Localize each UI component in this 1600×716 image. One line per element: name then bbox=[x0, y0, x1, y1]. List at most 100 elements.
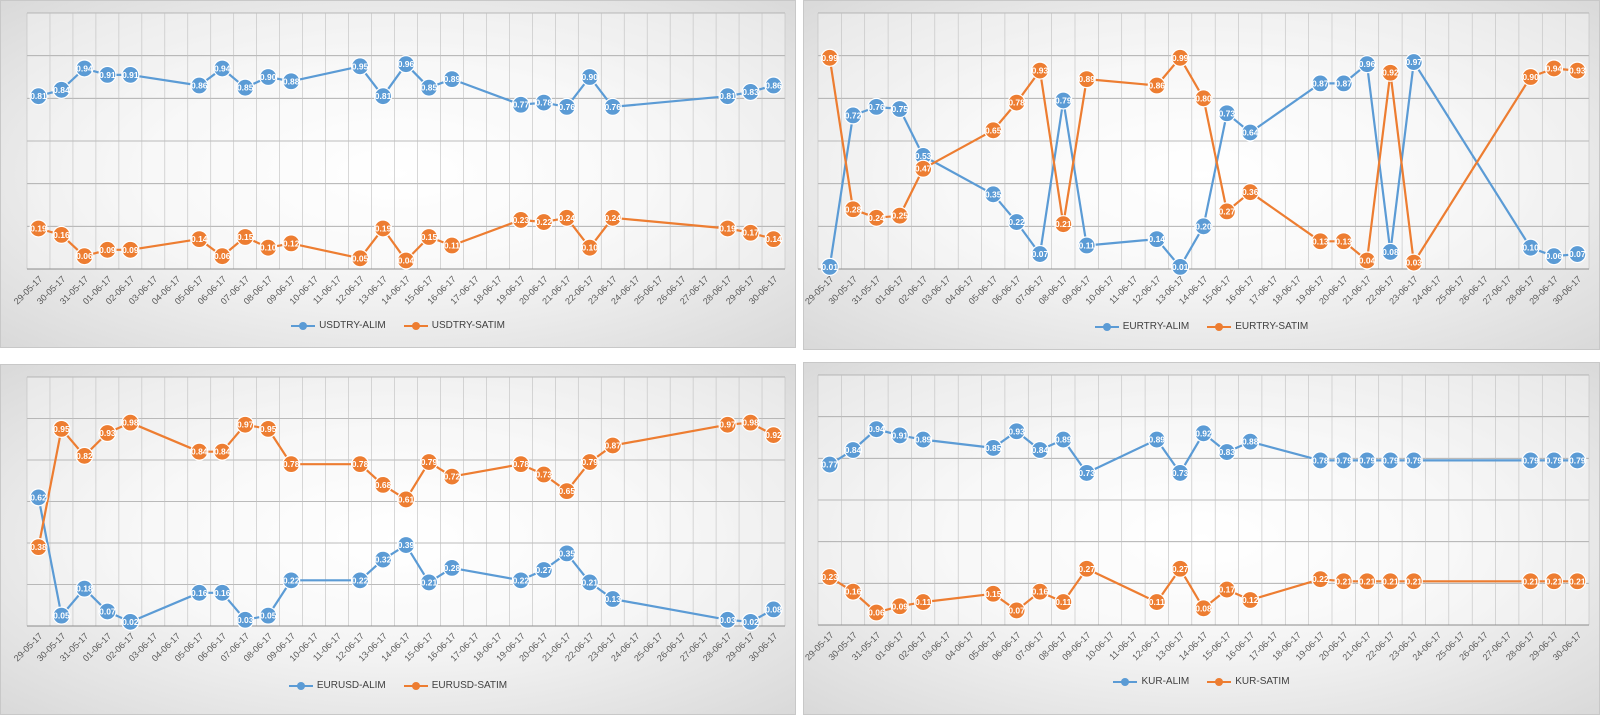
eurtry-plot: 29-05-1730-05-1731-05-1701-06-1702-06-17… bbox=[804, 12, 1590, 306]
data-point bbox=[1147, 230, 1166, 249]
data-label: 0.79 bbox=[1569, 455, 1586, 465]
data-label: 0.96 bbox=[1359, 59, 1376, 69]
data-point bbox=[1194, 599, 1213, 618]
data-label: 0.95 bbox=[53, 424, 70, 434]
data-label: 0.84 bbox=[214, 447, 231, 457]
legend-marker-icon bbox=[1113, 677, 1138, 687]
data-label: 0.20 bbox=[1195, 221, 1212, 231]
data-label: 0.27 bbox=[1172, 564, 1189, 574]
data-label: 0.93 bbox=[1569, 66, 1586, 76]
data-label: 0.94 bbox=[868, 424, 885, 434]
data-label: 0.76 bbox=[604, 102, 621, 112]
data-point bbox=[1404, 451, 1423, 470]
data-label: 0.82 bbox=[76, 451, 93, 461]
data-point bbox=[259, 606, 278, 625]
data-point bbox=[442, 558, 462, 577]
data-point bbox=[1054, 91, 1073, 110]
eurusd-legend: EURUSD-ALIM EURUSD-SATIM bbox=[1, 680, 795, 691]
data-point bbox=[1521, 572, 1540, 591]
data-label: 0.22 bbox=[1312, 574, 1329, 584]
data-label: 0.06 bbox=[1546, 251, 1563, 261]
data-point bbox=[741, 612, 760, 631]
data-point bbox=[52, 606, 71, 625]
data-label: 0.79 bbox=[1335, 455, 1352, 465]
eurusd-plot: 29-05-1730-05-1731-05-1701-06-1702-06-17… bbox=[12, 376, 786, 663]
data-point bbox=[580, 238, 599, 257]
data-label: 0.96 bbox=[398, 59, 415, 69]
series-points-eurusd-alim: 0.62 0.05 0.18 0.07 0.02 0.16 0.16 0.03 0.05 0.22… bbox=[29, 488, 783, 631]
data-point bbox=[29, 488, 48, 507]
data-label: 0.86 bbox=[191, 81, 208, 91]
data-label: 0.81 bbox=[375, 91, 392, 101]
data-label: 0.22 bbox=[1008, 217, 1025, 227]
data-label: 0.76 bbox=[559, 102, 576, 112]
data-point bbox=[1544, 451, 1564, 470]
data-point bbox=[1194, 424, 1213, 443]
data-label: 0.21 bbox=[1405, 576, 1422, 586]
data-point bbox=[236, 78, 255, 97]
legend-usdtry-satim[interactable]: USDTRY-SATIM bbox=[403, 320, 505, 331]
data-label: 0.94 bbox=[76, 63, 93, 73]
data-label: 0.07 bbox=[1032, 249, 1049, 259]
data-point bbox=[603, 208, 622, 227]
legend-eurusd-alim[interactable]: EURUSD-ALIM bbox=[288, 680, 386, 691]
data-point bbox=[764, 230, 783, 249]
data-label: 0.94 bbox=[1546, 63, 1563, 73]
data-label: 0.73 bbox=[536, 470, 553, 480]
data-label: 0.13 bbox=[604, 594, 621, 604]
data-point bbox=[984, 185, 1003, 204]
data-point bbox=[1357, 55, 1377, 74]
data-label: 0.89 bbox=[1055, 435, 1072, 445]
data-point bbox=[190, 583, 209, 602]
data-label: 0.53 bbox=[915, 151, 932, 161]
data-point bbox=[890, 597, 909, 616]
data-point bbox=[557, 482, 576, 501]
data-point bbox=[1030, 61, 1050, 80]
series-points-eurusd-satim: 0.38 0.95 0.82 0.93 0.98 0.84 0.84 0.97 0.95 0.78… bbox=[29, 413, 783, 557]
data-label: 0.28 bbox=[444, 563, 461, 573]
data-label: 0.79 bbox=[581, 457, 598, 467]
data-point bbox=[1147, 76, 1166, 95]
data-label: 0.05 bbox=[352, 253, 369, 263]
chart-eurtry: 29-05-17 30-05-17 31-05-17 01-06-17 02-06-17… bbox=[803, 0, 1600, 350]
data-label: 0.79 bbox=[1546, 455, 1563, 465]
data-point bbox=[843, 440, 863, 460]
data-label: 0.27 bbox=[536, 565, 553, 575]
data-label: 0.05 bbox=[260, 611, 277, 621]
data-label: 0.87 bbox=[604, 440, 621, 450]
data-point bbox=[534, 465, 553, 484]
data-label: 0.27 bbox=[1219, 206, 1236, 216]
data-label: 0.90 bbox=[260, 72, 277, 82]
data-point bbox=[442, 70, 462, 89]
legend-marker-icon bbox=[288, 681, 313, 691]
data-label: 0.64 bbox=[1242, 127, 1259, 137]
legend-kur-satim[interactable]: KUR-SATIM bbox=[1207, 676, 1290, 687]
data-point bbox=[1311, 232, 1330, 251]
data-label: 0.78 bbox=[283, 459, 300, 469]
data-label: 0.95 bbox=[260, 424, 277, 434]
data-point bbox=[557, 544, 576, 563]
data-point bbox=[350, 57, 370, 76]
data-label: 0.06 bbox=[868, 608, 885, 618]
data-point bbox=[29, 219, 48, 238]
legend-kur-alim[interactable]: KUR-ALIM bbox=[1113, 676, 1189, 687]
data-point bbox=[1357, 451, 1377, 470]
data-label: 0.19 bbox=[375, 223, 392, 233]
legend-eurtry-alim[interactable]: EURTRY-ALIM bbox=[1094, 321, 1189, 332]
series-points-usdtry-alim: 0.81 0.84 0.94 0.91 0.91 0.86 0.94 0.85 0.90 0.88… bbox=[29, 55, 783, 116]
data-point bbox=[1544, 572, 1564, 591]
legend-eurtry-satim[interactable]: EURTRY-SATIM bbox=[1207, 321, 1308, 332]
legend-usdtry-alim[interactable]: USDTRY-ALIM bbox=[291, 320, 386, 331]
data-label: 0.16 bbox=[191, 588, 208, 598]
data-point bbox=[213, 59, 232, 78]
data-label: 0.97 bbox=[719, 420, 736, 430]
data-point bbox=[442, 467, 462, 486]
data-point bbox=[98, 65, 117, 84]
data-label: 0.13 bbox=[1335, 236, 1352, 246]
data-point bbox=[1521, 238, 1540, 257]
data-point bbox=[603, 436, 622, 455]
data-label: 0.88 bbox=[283, 76, 300, 86]
data-label: 0.03 bbox=[1405, 258, 1422, 268]
data-point bbox=[984, 121, 1003, 140]
legend-eurusd-satim[interactable]: EURUSD-SATIM bbox=[403, 680, 507, 691]
